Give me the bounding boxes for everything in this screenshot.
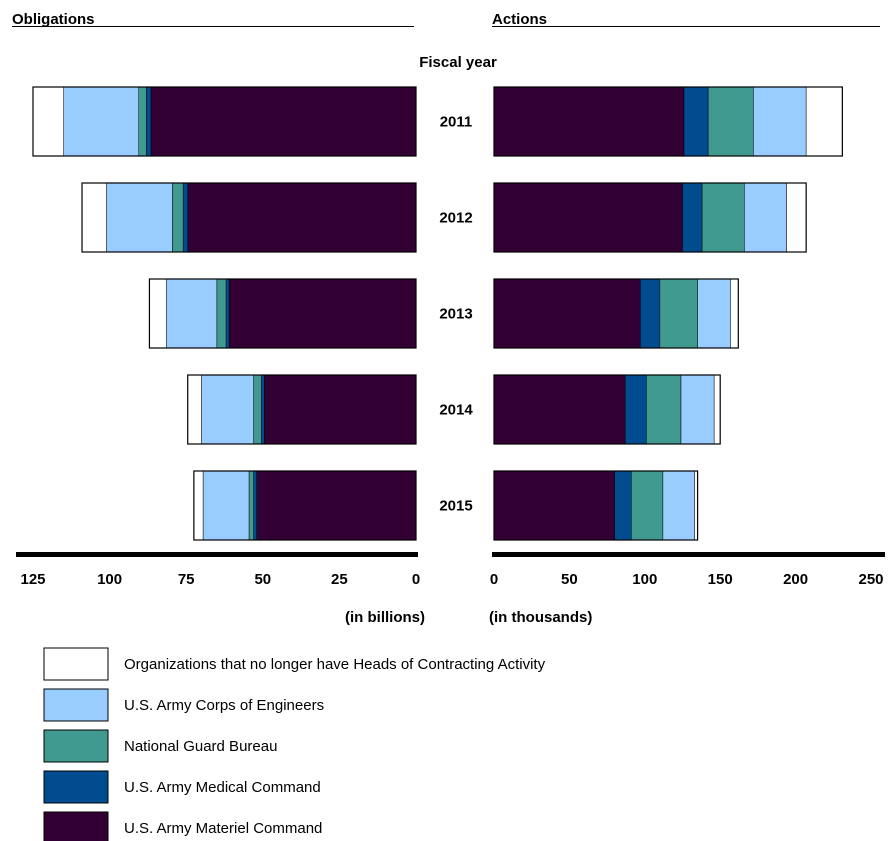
- actions-bar-2013-seg-0: [493, 278, 641, 349]
- legend-label-3: U.S. Army Corps of Engineers: [124, 697, 324, 714]
- actions-bar-2015-seg-3: [662, 470, 695, 541]
- actions-bar-outline-2014: [493, 374, 721, 445]
- legend-swatch-4: [43, 647, 109, 681]
- actions-panel-title: Actions: [492, 11, 547, 28]
- legend: Organizations that no longer have Heads …: [43, 647, 546, 841]
- actions-bar-2012-seg-3: [744, 182, 787, 253]
- legend-swatch-3: [43, 688, 109, 722]
- bars-layer: [32, 86, 843, 541]
- actions-bar-outline-2012: [493, 182, 807, 253]
- obligations-unit-label: (in billions): [345, 609, 425, 626]
- legend-label-4: Organizations that no longer have Heads …: [124, 656, 546, 673]
- actions-tick-250: 250: [858, 571, 883, 588]
- actions-bar-2014-seg-0: [493, 374, 626, 445]
- actions-tick-150: 150: [708, 571, 733, 588]
- year-label-2013: 2013: [439, 306, 472, 323]
- obligations-bar-2015-seg-2: [248, 470, 254, 541]
- actions-bar-2013-seg-4: [730, 278, 739, 349]
- actions-bar-2011-seg-1: [683, 86, 709, 157]
- actions-bar-2013-seg-2: [659, 278, 698, 349]
- legend-label-2: National Guard Bureau: [124, 738, 277, 755]
- obligations-bar-2015-seg-1: [253, 470, 257, 541]
- obligations-bar-2011-seg-3: [63, 86, 139, 157]
- actions-bar-2013-seg-3: [697, 278, 732, 349]
- obligations-axis: [16, 552, 418, 557]
- obligations-bar-2013-seg-3: [166, 278, 218, 349]
- obligations-bar-2012-seg-1: [182, 182, 188, 253]
- obligations-tick-25: 25: [331, 571, 348, 588]
- obligations-bar-2012-seg-2: [172, 182, 184, 253]
- actions-tick-100: 100: [632, 571, 657, 588]
- actions-axis: [492, 552, 885, 557]
- obligations-bar-2014-seg-3: [201, 374, 254, 445]
- obligations-bar-2013-seg-4: [149, 278, 167, 349]
- actions-bar-2012-seg-0: [493, 182, 683, 253]
- year-label-2012: 2012: [439, 210, 472, 227]
- obligations-bar-outline-2012: [81, 182, 417, 253]
- actions-bar-2012-seg-4: [786, 182, 807, 253]
- obligations-tick-50: 50: [254, 571, 271, 588]
- actions-bar-2014-seg-4: [713, 374, 721, 445]
- actions-bar-2013-seg-1: [640, 278, 661, 349]
- legend-label-0: U.S. Army Materiel Command: [124, 820, 322, 837]
- obligations-bar-2013-seg-2: [216, 278, 227, 349]
- obligations-bar-outline-2013: [148, 278, 417, 349]
- actions-tick-200: 200: [783, 571, 808, 588]
- obligations-bar-2015-seg-4: [193, 470, 204, 541]
- actions-bar-2014-seg-2: [646, 374, 682, 445]
- obligations-bar-2014-seg-2: [253, 374, 262, 445]
- year-label-2014: 2014: [439, 402, 473, 419]
- obligations-bar-2014-seg-1: [261, 374, 265, 445]
- obligations-bar-2014-seg-0: [264, 374, 417, 445]
- tick-labels: 125 100 75 50 25 0 0 50 100 150 200 250: [20, 571, 883, 588]
- actions-tick-0: 0: [490, 571, 498, 588]
- year-labels: 2011 2012 2013 2014 2015: [439, 114, 473, 515]
- year-label-2015: 2015: [439, 498, 472, 515]
- obligations-tick-75: 75: [178, 571, 195, 588]
- obligations-bar-2013-seg-1: [225, 278, 230, 349]
- actions-tick-50: 50: [561, 571, 578, 588]
- obligations-bar-2013-seg-0: [228, 278, 417, 349]
- obligations-bar-2011-seg-0: [150, 86, 417, 157]
- actions-bar-2015-seg-1: [614, 470, 632, 541]
- obligations-bar-2015-seg-0: [256, 470, 417, 541]
- year-label-2011: 2011: [440, 114, 473, 131]
- legend-swatch-1: [43, 770, 109, 804]
- actions-bar-2012-seg-1: [682, 182, 703, 253]
- legend-swatch-0: [43, 811, 109, 841]
- actions-bar-2014-seg-1: [624, 374, 647, 445]
- obligations-panel-title: Obligations: [12, 11, 95, 28]
- obligations-bar-outline-2011: [32, 86, 417, 157]
- actions-bar-2011-seg-2: [707, 86, 754, 157]
- obligations-bar-2015-seg-3: [202, 470, 250, 541]
- actions-bar-2011-seg-0: [493, 86, 685, 157]
- actions-bar-outline-2011: [493, 86, 843, 157]
- obligations-tick-125: 125: [20, 571, 45, 588]
- legend-label-1: U.S. Army Medical Command: [124, 779, 321, 796]
- obligations-bar-2012-seg-0: [187, 182, 417, 253]
- obligations-bar-outline-2015: [193, 470, 417, 541]
- obligations-bar-2012-seg-4: [81, 182, 107, 253]
- actions-bar-outline-2013: [493, 278, 739, 349]
- actions-bar-2015-seg-0: [493, 470, 615, 541]
- actions-bar-outline-2015: [493, 470, 699, 541]
- obligations-bar-2011-seg-4: [32, 86, 64, 157]
- obligations-bar-2014-seg-4: [187, 374, 202, 445]
- obligations-tick-0: 0: [412, 571, 420, 588]
- obligations-bar-2011-seg-1: [146, 86, 152, 157]
- obligations-bar-2012-seg-3: [106, 182, 173, 253]
- actions-bar-2015-seg-2: [630, 470, 664, 541]
- actions-unit-label: (in thousands): [489, 609, 592, 626]
- obligations-bar-outline-2014: [187, 374, 417, 445]
- obligations-tick-100: 100: [97, 571, 122, 588]
- obligations-bar-2011-seg-2: [138, 86, 147, 157]
- fiscal-year-label: Fiscal year: [419, 54, 497, 71]
- legend-swatch-2: [43, 729, 109, 763]
- actions-bar-2014-seg-3: [680, 374, 715, 445]
- actions-bar-2012-seg-2: [701, 182, 745, 253]
- actions-bar-2011-seg-3: [753, 86, 807, 157]
- actions-bar-2011-seg-4: [805, 86, 843, 157]
